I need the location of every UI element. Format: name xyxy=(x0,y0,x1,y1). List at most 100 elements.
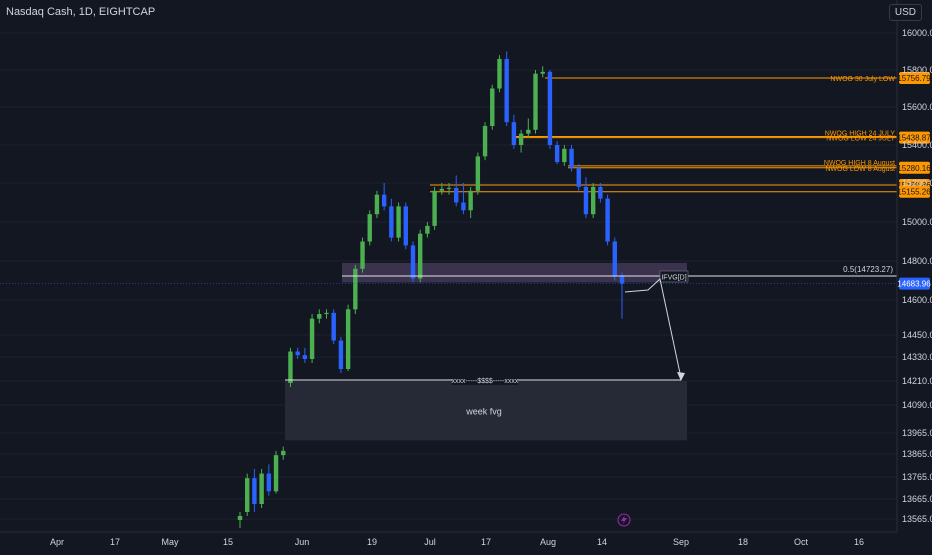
candle-body xyxy=(389,206,394,238)
candle-body xyxy=(446,187,452,189)
x-tick-label: Sep xyxy=(673,537,689,547)
x-tick-label: 18 xyxy=(738,537,748,547)
level-price-label: 15155.26 xyxy=(897,188,931,197)
candle-body xyxy=(302,355,308,359)
y-tick-label: 14600.00 xyxy=(902,295,932,305)
y-tick-label: 14090.00 xyxy=(902,400,932,410)
candle-body xyxy=(309,318,315,359)
candle-body xyxy=(497,58,502,89)
candle-body xyxy=(288,351,293,383)
fib-level-label: 0.5(14723.27) xyxy=(843,265,893,274)
x-tick-label: 17 xyxy=(110,537,120,547)
candle-body xyxy=(410,245,416,279)
candle-body xyxy=(468,190,473,211)
y-tick-label: 14450.00 xyxy=(902,330,932,340)
candle-body xyxy=(281,450,286,456)
y-tick-label: 15200.00 xyxy=(902,178,932,188)
candle-body xyxy=(569,148,574,168)
x-tick-label: 17 xyxy=(481,537,491,547)
candle-body xyxy=(461,202,466,211)
candle-body xyxy=(511,122,517,145)
candle-body xyxy=(273,455,279,492)
candle-body xyxy=(526,129,531,134)
candle-body xyxy=(439,188,445,191)
candle-body xyxy=(252,478,257,504)
x-tick-label: Oct xyxy=(794,537,809,547)
lightning-bolt-icon xyxy=(621,515,627,525)
candle-body xyxy=(454,187,459,203)
y-tick-label: 15000.00 xyxy=(902,217,932,227)
y-tick-label: 13965.00 xyxy=(902,428,932,438)
x-tick-label: 14 xyxy=(597,537,607,547)
candle-body xyxy=(612,241,617,277)
candle-body xyxy=(317,314,322,319)
nwog-level-label: NWOG LOW 24 JULY xyxy=(826,136,895,143)
candle-body xyxy=(533,73,538,130)
x-tick-label: Jun xyxy=(295,537,310,547)
candle-body xyxy=(266,473,272,492)
y-tick-label: 13665.00 xyxy=(902,494,932,504)
y-tick-label: 14330.00 xyxy=(902,352,932,362)
candle-body xyxy=(345,309,351,369)
current-price-tag xyxy=(899,277,930,290)
x-tick-label: Apr xyxy=(50,537,64,547)
level-price-label: 15280.16 xyxy=(897,164,931,173)
x-tick-label: 15 xyxy=(223,537,233,547)
level-price-tag xyxy=(899,185,930,198)
level-price-label: 15189.86 xyxy=(897,181,931,190)
candle-body xyxy=(475,156,481,191)
candle-body xyxy=(490,88,495,126)
level-price-tag xyxy=(899,161,930,174)
nwog-level-label: NWOG HIGH 8 August xyxy=(824,160,895,167)
y-tick-label: 15800.00 xyxy=(902,65,932,75)
level-price-label: 15756.79 xyxy=(897,74,931,83)
ifvg-zone xyxy=(342,262,687,283)
y-tick-label: 14210.00 xyxy=(902,376,932,386)
currency-selector[interactable]: USD xyxy=(888,4,922,21)
candle-body xyxy=(482,126,488,157)
candle-body xyxy=(417,233,423,279)
candle-body xyxy=(259,473,264,504)
candle-body xyxy=(237,516,243,520)
candle-body xyxy=(590,186,596,215)
candle-body xyxy=(619,276,625,284)
y-tick-label: 15400.00 xyxy=(902,140,932,150)
candle-body xyxy=(583,186,589,215)
level-price-tag xyxy=(899,131,930,144)
nwog-level-label: NWOG LOW 8 August xyxy=(825,166,895,173)
candle-body xyxy=(295,351,300,356)
candle-body xyxy=(598,186,603,199)
candle-body xyxy=(540,71,545,74)
candle-body xyxy=(396,206,401,238)
ifvg-label: IFVG[D] xyxy=(661,275,686,282)
projection-path xyxy=(624,278,682,379)
candle-body xyxy=(562,148,567,163)
candle-body xyxy=(432,190,437,226)
candle-body xyxy=(245,478,250,512)
y-tick-label: 13765.00 xyxy=(902,472,932,482)
candle-body xyxy=(547,71,553,145)
y-tick-label: 15600.00 xyxy=(902,102,932,112)
candle-body xyxy=(338,340,344,369)
liquidity-label-bg xyxy=(452,375,518,385)
chart-title: Nasdaq Cash, 1D, EIGHTCAP xyxy=(6,6,156,18)
candle-body xyxy=(605,198,610,242)
liquidity-label: xxxx-----$$$$-----xxxx xyxy=(452,378,519,385)
nwog-level-label: NWOG HIGH 24 JULY xyxy=(825,130,896,137)
y-tick-label: 16000.00 xyxy=(902,28,932,38)
level-price-label: 15438.87 xyxy=(897,134,931,143)
lightning-icon xyxy=(617,513,631,527)
candle-body xyxy=(331,312,336,341)
x-tick-label: 19 xyxy=(367,537,377,547)
candle-body xyxy=(425,225,430,234)
x-tick-label: Aug xyxy=(540,537,556,547)
candle-body xyxy=(324,312,329,314)
candle-body xyxy=(367,214,372,242)
candle-body xyxy=(374,194,380,215)
x-tick-label: May xyxy=(161,537,179,547)
y-tick-label: 13565.00 xyxy=(902,514,932,524)
candle-body xyxy=(504,58,509,123)
candle-body xyxy=(403,206,408,246)
